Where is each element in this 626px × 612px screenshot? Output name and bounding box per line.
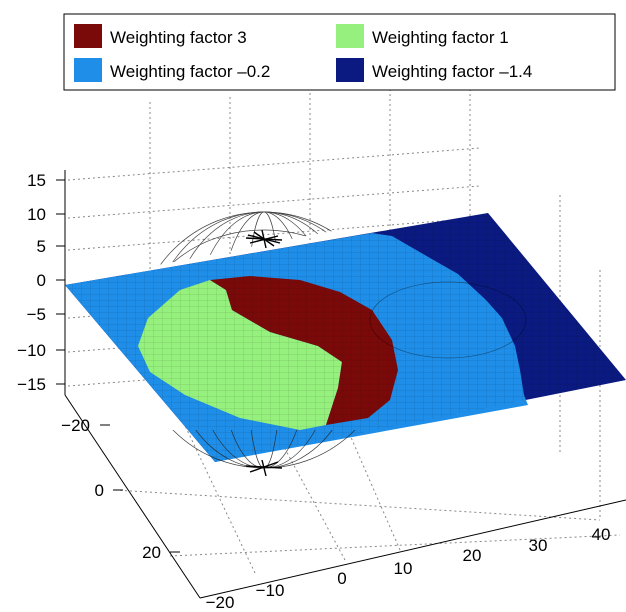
y-tick-label: −20 [61,416,90,435]
x-tick-label: 30 [529,536,548,555]
x-tick-label: −10 [256,581,285,600]
legend-swatch [74,58,102,82]
sphere-trace-right [369,281,527,359]
x-tick-label: 20 [463,546,482,565]
z-tick-label: 5 [37,237,46,256]
legend-label: Weighting factor –0.2 [110,62,270,81]
z-axis: 15 10 5 0 −5 −10 −15 [17,171,65,394]
axes-frame [64,170,626,599]
y-tick-label: 20 [142,543,161,562]
y-tick-label: 0 [95,481,104,500]
z-tick-label: −15 [17,375,46,394]
pole-bottom [245,459,283,477]
z-tick-label: −5 [27,305,46,324]
legend-label: Weighting factor 3 [110,28,247,47]
legend-swatch [74,24,102,48]
z-tick-label: −10 [17,341,46,360]
legend: Weighting factor 3 Weighting factor 1 We… [63,13,616,91]
legend-label: Weighting factor 1 [372,28,509,47]
x-tick-label: −20 [206,593,235,612]
pole-top [245,229,283,249]
x-tick-label: 10 [394,559,413,578]
x-tick-label: 40 [592,525,611,544]
z-tick-label: 15 [27,171,46,190]
legend-swatch [336,24,364,48]
x-tick-label: 0 [337,569,346,588]
z-tick-label: 10 [27,205,46,224]
legend-swatch [336,58,364,82]
y-axis: −20 0 20 [61,416,180,562]
z-tick-label: 0 [37,271,46,290]
plane-mesh [65,213,626,462]
legend-label: Weighting factor –1.4 [372,62,532,81]
x-axis: −20 −10 0 10 20 30 40 [206,525,611,612]
